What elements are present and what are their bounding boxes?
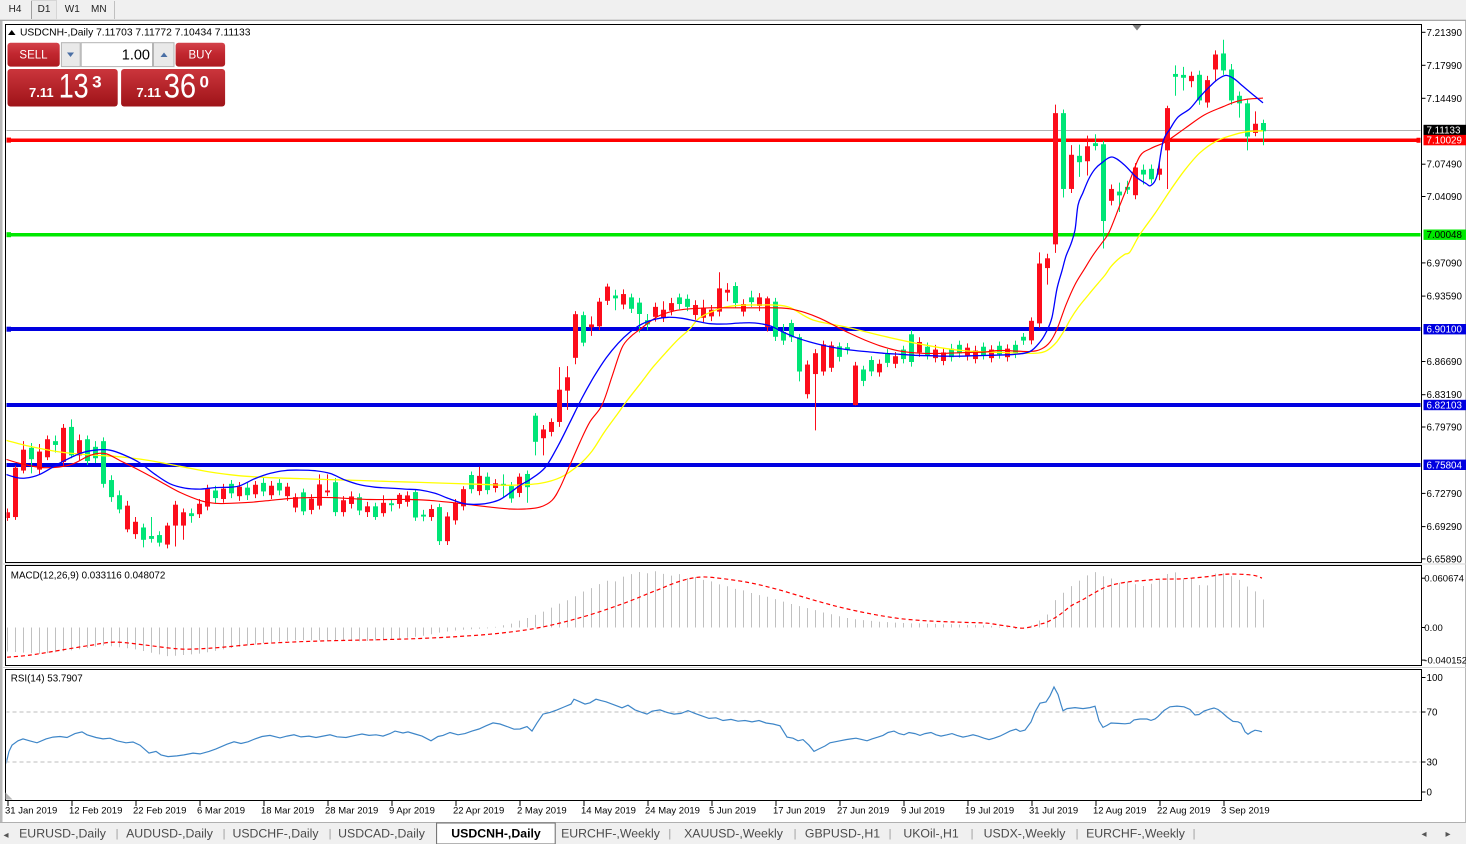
svg-text:12 Feb 2019: 12 Feb 2019	[69, 806, 122, 817]
svg-text:12 Aug 2019: 12 Aug 2019	[1093, 806, 1146, 817]
svg-text:UKOil-,H1: UKOil-,H1	[903, 827, 959, 841]
svg-text:9 Jul 2019: 9 Jul 2019	[901, 806, 945, 817]
svg-text:6.72790: 6.72790	[1427, 489, 1463, 500]
svg-text:EURCHF-,Weekly: EURCHF-,Weekly	[561, 827, 661, 841]
svg-text:W1: W1	[65, 4, 80, 15]
svg-text:9 Apr 2019: 9 Apr 2019	[389, 806, 435, 817]
svg-text:24 May 2019: 24 May 2019	[645, 806, 700, 817]
svg-text:7.07490: 7.07490	[1427, 160, 1463, 171]
svg-text:7.14490: 7.14490	[1427, 94, 1463, 105]
svg-text:EURUSD-,Daily: EURUSD-,Daily	[19, 827, 107, 841]
svg-text:0: 0	[200, 73, 209, 92]
svg-text:|: |	[971, 828, 974, 840]
svg-text:◂: ◂	[1421, 829, 1426, 840]
svg-text:EURCHF-,Weekly: EURCHF-,Weekly	[1086, 827, 1186, 841]
svg-text:▸: ▸	[1445, 829, 1450, 840]
svg-text:7.00048: 7.00048	[1427, 230, 1463, 241]
svg-text:22 Feb 2019: 22 Feb 2019	[133, 806, 186, 817]
svg-text:28 Mar 2019: 28 Mar 2019	[325, 806, 378, 817]
svg-text:7.11: 7.11	[29, 85, 54, 100]
svg-text:H4: H4	[9, 4, 22, 15]
svg-text:0: 0	[1427, 788, 1433, 799]
svg-text:USDCAD-,Daily: USDCAD-,Daily	[338, 827, 426, 841]
svg-text:7.21390: 7.21390	[1427, 28, 1463, 39]
svg-text:|: |	[889, 828, 892, 840]
svg-text:18 Mar 2019: 18 Mar 2019	[261, 806, 314, 817]
svg-text:7.10029: 7.10029	[1427, 136, 1462, 147]
svg-text:7.17990: 7.17990	[1427, 61, 1463, 72]
svg-text:0.00: 0.00	[1424, 623, 1443, 634]
svg-text:5 Jun 2019: 5 Jun 2019	[709, 806, 756, 817]
svg-text:3 Sep 2019: 3 Sep 2019	[1221, 806, 1270, 817]
svg-text:30: 30	[1427, 758, 1438, 769]
svg-text:|: |	[1076, 828, 1079, 840]
svg-text:|: |	[223, 828, 226, 840]
svg-text:MN: MN	[91, 4, 107, 15]
svg-text:XAUUSD-,Weekly: XAUUSD-,Weekly	[684, 827, 784, 841]
svg-text:6.90100: 6.90100	[1427, 325, 1463, 336]
svg-text:|: |	[668, 828, 671, 840]
svg-text:27 Jun 2019: 27 Jun 2019	[837, 806, 889, 817]
svg-text:|: |	[116, 828, 119, 840]
svg-text:GBPUSD-,H1: GBPUSD-,H1	[805, 827, 880, 841]
svg-text:AUDUSD-,Daily: AUDUSD-,Daily	[126, 827, 214, 841]
svg-text:-0.040152: -0.040152	[1424, 656, 1466, 667]
svg-text:7.04090: 7.04090	[1427, 192, 1463, 203]
svg-text:◂: ◂	[3, 830, 8, 841]
svg-text:13: 13	[59, 68, 89, 106]
svg-text:SELL: SELL	[19, 50, 48, 62]
svg-text:1.00: 1.00	[122, 47, 150, 63]
svg-text:6.97090: 6.97090	[1427, 258, 1463, 269]
svg-text:USDX-,Weekly: USDX-,Weekly	[984, 827, 1067, 841]
svg-text:36: 36	[164, 68, 197, 106]
svg-text:7.11: 7.11	[136, 85, 161, 100]
svg-text:31 Jul 2019: 31 Jul 2019	[1029, 806, 1078, 817]
svg-text:22 Apr 2019: 22 Apr 2019	[453, 806, 504, 817]
svg-text:19 Jul 2019: 19 Jul 2019	[965, 806, 1014, 817]
svg-text:6.86690: 6.86690	[1427, 357, 1463, 368]
svg-text:3: 3	[92, 73, 101, 92]
svg-text:|: |	[794, 828, 797, 840]
svg-text:14 May 2019: 14 May 2019	[581, 806, 636, 817]
svg-text:17 Jun 2019: 17 Jun 2019	[773, 806, 825, 817]
svg-text:6.83190: 6.83190	[1427, 390, 1463, 401]
svg-text:RSI(14) 53.7907: RSI(14) 53.7907	[11, 674, 83, 685]
svg-text:100: 100	[1427, 673, 1444, 684]
svg-text:6 Mar 2019: 6 Mar 2019	[197, 806, 245, 817]
svg-text:6.79790: 6.79790	[1427, 423, 1463, 434]
svg-text:7.11133: 7.11133	[1427, 126, 1462, 137]
svg-text:BUY: BUY	[188, 50, 212, 62]
svg-text:|: |	[1193, 828, 1196, 840]
svg-text:6.75804: 6.75804	[1427, 460, 1463, 471]
svg-text:0.060674: 0.060674	[1424, 574, 1464, 585]
svg-text:2 May 2019: 2 May 2019	[517, 806, 567, 817]
svg-text:31 Jan 2019: 31 Jan 2019	[5, 806, 57, 817]
svg-text:USDCHF-,Daily: USDCHF-,Daily	[232, 827, 319, 841]
svg-text:USDCNH-,Daily 7.11703 7.11772: USDCNH-,Daily 7.11703 7.11772 7.10434 7.…	[20, 28, 251, 39]
svg-text:6.69290: 6.69290	[1427, 522, 1463, 533]
svg-text:6.65890: 6.65890	[1427, 554, 1463, 565]
svg-text:22 Aug 2019: 22 Aug 2019	[1157, 806, 1210, 817]
svg-text:USDCNH-,Daily: USDCNH-,Daily	[451, 827, 541, 841]
svg-text:|: |	[329, 828, 332, 840]
svg-text:MACD(12,26,9) 0.033116 0.04807: MACD(12,26,9) 0.033116 0.048072	[11, 571, 166, 582]
svg-text:6.93590: 6.93590	[1427, 292, 1463, 303]
svg-text:70: 70	[1427, 708, 1438, 719]
svg-text:6.82103: 6.82103	[1427, 401, 1463, 412]
svg-text:D1: D1	[38, 4, 51, 15]
